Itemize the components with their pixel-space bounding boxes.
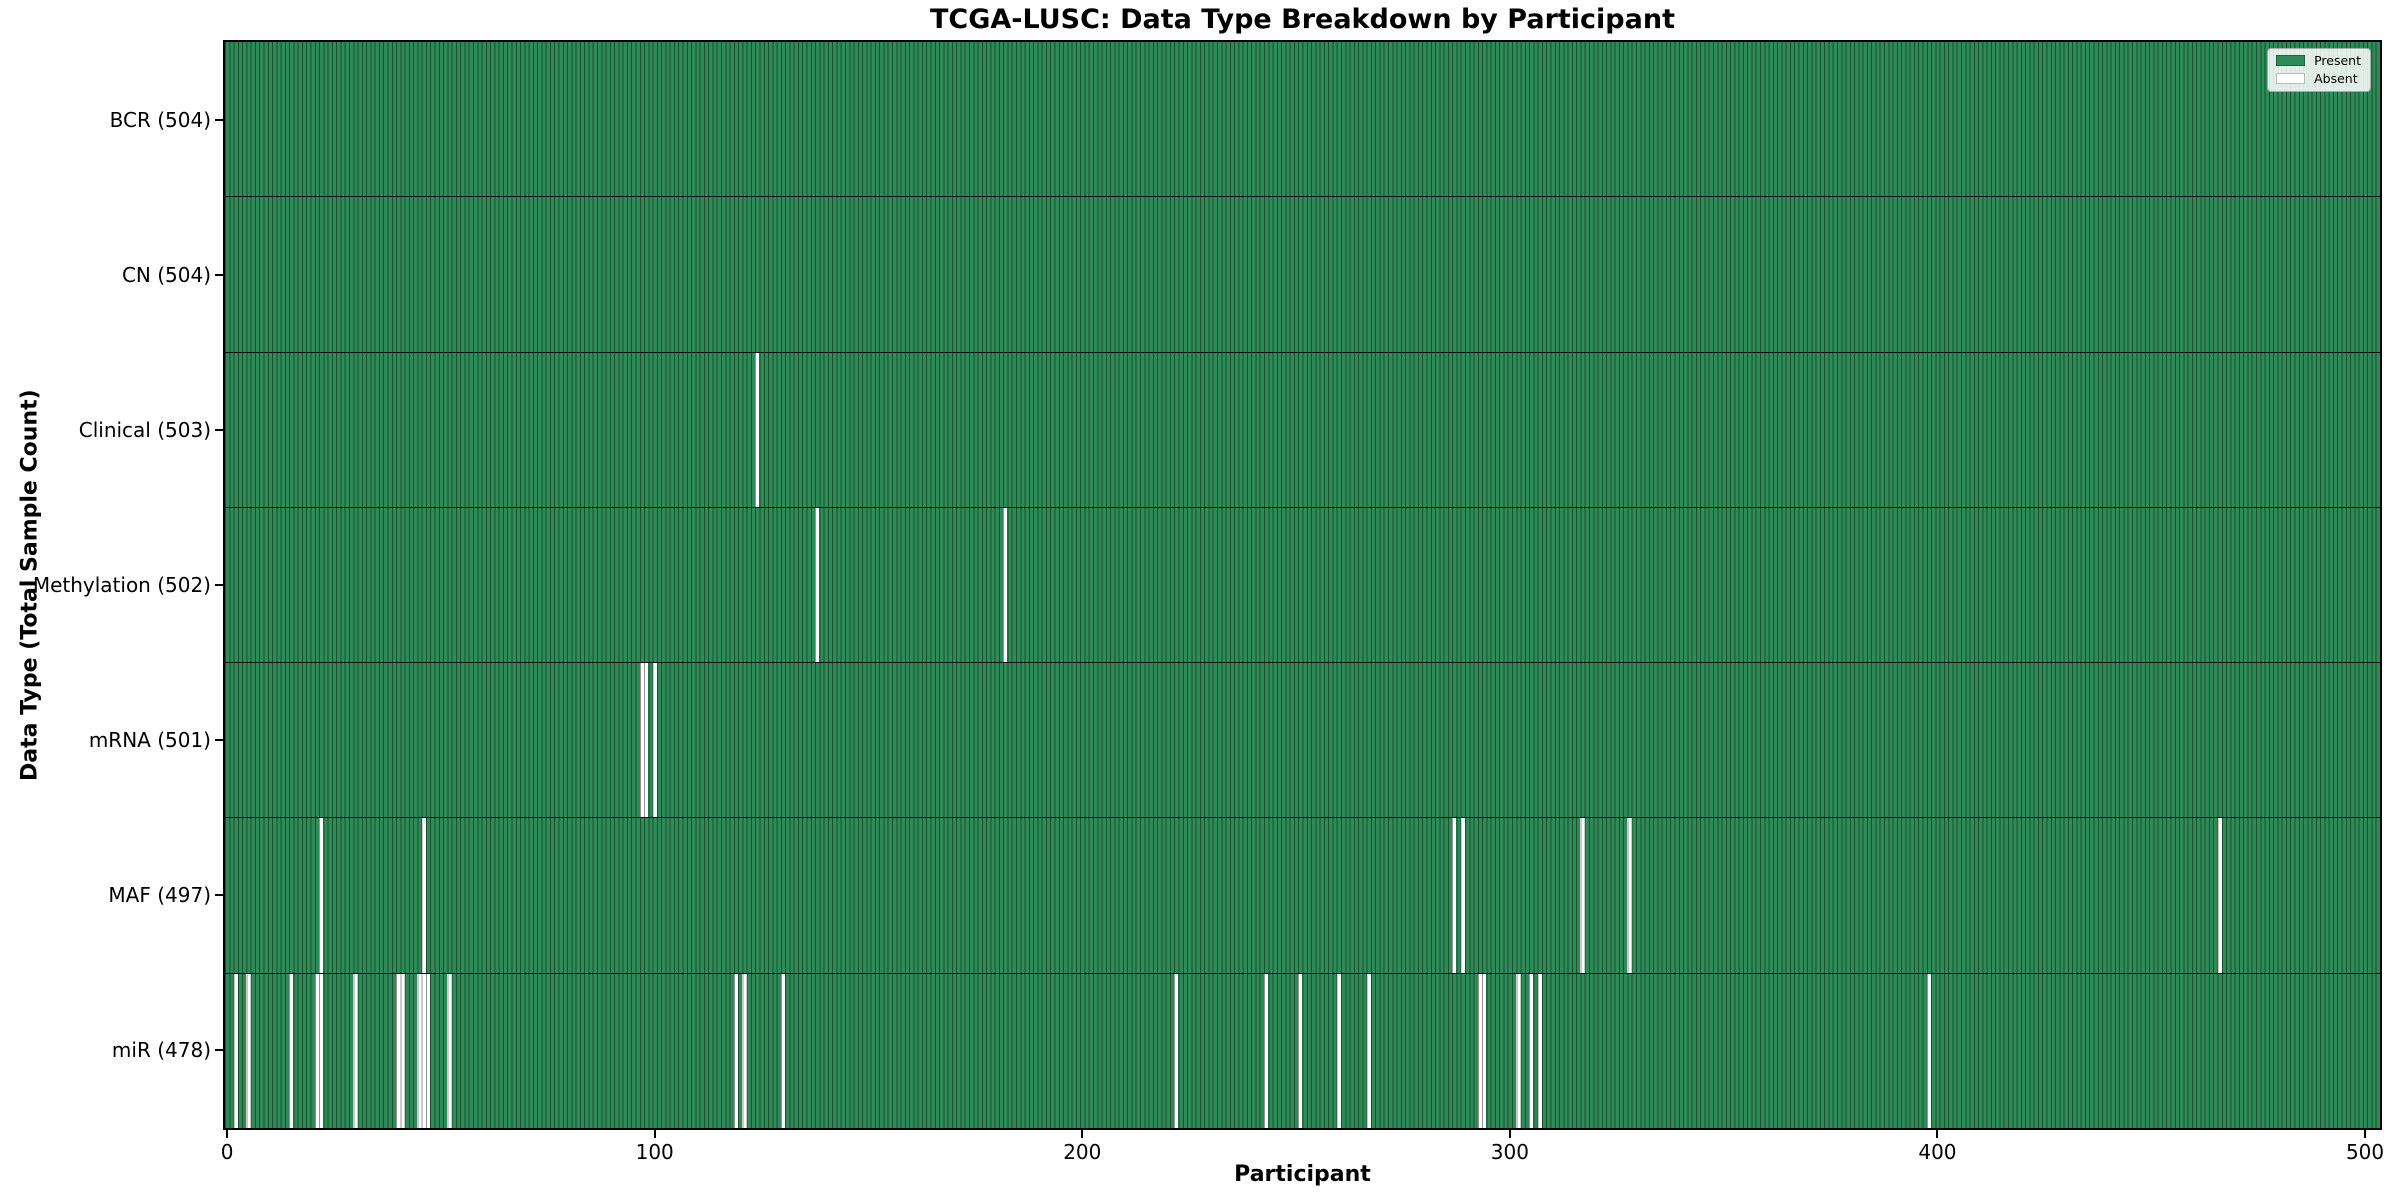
y-tick-mark [215, 739, 223, 742]
absent-bar [1460, 818, 1465, 973]
absent-bar [1336, 973, 1341, 1128]
absent-bar [755, 352, 760, 507]
absent-bar [319, 973, 324, 1128]
absent-bar [644, 663, 649, 818]
absent-bar [1003, 507, 1008, 663]
heatmap-row-mir [225, 973, 2380, 1128]
absent-bar [396, 973, 401, 1128]
absent-bar [417, 973, 422, 1128]
absent-bar [1580, 818, 1585, 973]
absent-bar [1477, 973, 1483, 1128]
absent-bar [421, 973, 426, 1128]
y-tick-mark [215, 1049, 223, 1052]
heatmap-row-clinical [225, 352, 2380, 508]
absent-bar [815, 507, 820, 663]
absent-bar [425, 973, 431, 1128]
absent-bar [1452, 818, 1457, 973]
x-tick-label: 300 [1490, 1140, 1529, 1164]
plot-area: Present Absent [223, 40, 2382, 1130]
absent-bar [233, 973, 238, 1128]
absent-bar [1627, 818, 1632, 973]
y-tick-mark [215, 584, 223, 586]
heatmap-row-mrna [225, 663, 2380, 819]
absent-bar [447, 973, 452, 1128]
absent-bar [400, 973, 405, 1128]
absent-bar [733, 973, 739, 1128]
legend-label-present: Present [2314, 53, 2361, 68]
absent-swatch-icon [2276, 73, 2306, 84]
legend-item-absent: Absent [2276, 72, 2361, 85]
x-tick-label: 500 [2345, 1140, 2385, 1164]
heatmap-row-cn [225, 197, 2380, 353]
x-tick-label: 0 [220, 1140, 234, 1164]
x-axis-label: Participant [1234, 1162, 1371, 1187]
absent-bar [246, 973, 251, 1128]
chart-title: TCGA-LUSC: Data Type Breakdown by Partic… [930, 4, 1675, 35]
heatmap-row-bcr [225, 42, 2380, 198]
absent-bar [1529, 973, 1534, 1128]
x-tick-label: 200 [1063, 1140, 1102, 1164]
x-tick-label: 400 [1918, 1140, 1957, 1164]
absent-bar [1366, 973, 1371, 1128]
heatmap-row-methylation [225, 507, 2380, 664]
y-tick-mark [215, 428, 223, 431]
x-tick-mark [1936, 1130, 1939, 1138]
x-tick-mark [1081, 1130, 1084, 1138]
absent-bar [314, 973, 320, 1128]
heatmap-row-maf [225, 818, 2380, 974]
legend: Present Absent [2267, 48, 2371, 92]
absent-bar [1174, 973, 1179, 1128]
y-tick-mark [215, 118, 223, 121]
y-tick-mark [215, 894, 223, 897]
absent-bar [1537, 973, 1542, 1128]
y-tick-mark [215, 273, 223, 276]
absent-bar [353, 973, 358, 1128]
absent-bar [289, 973, 294, 1128]
y-axis-label: Data Type (Total Sample Count) [17, 389, 43, 781]
absent-bar [652, 663, 657, 818]
legend-item-present: Present [2276, 54, 2361, 67]
present-swatch-icon [2276, 55, 2306, 66]
absent-bar [2217, 818, 2222, 973]
absent-bar [421, 818, 426, 973]
absent-bar [1264, 973, 1269, 1128]
absent-bar [639, 663, 645, 818]
absent-bar [780, 973, 786, 1128]
absent-bar [1926, 973, 1932, 1128]
heatmap-rows [225, 42, 2380, 1128]
legend-label-absent: Absent [2314, 71, 2358, 86]
x-tick-mark [1508, 1130, 1511, 1138]
x-tick-mark [653, 1130, 656, 1138]
absent-bar [1516, 973, 1521, 1128]
x-tick-mark [2364, 1130, 2367, 1138]
x-tick-mark [226, 1130, 229, 1138]
absent-bar [742, 973, 747, 1128]
absent-bar [1482, 973, 1487, 1128]
absent-bar [1298, 973, 1303, 1128]
absent-bar [319, 818, 324, 973]
x-tick-label: 100 [635, 1140, 674, 1164]
